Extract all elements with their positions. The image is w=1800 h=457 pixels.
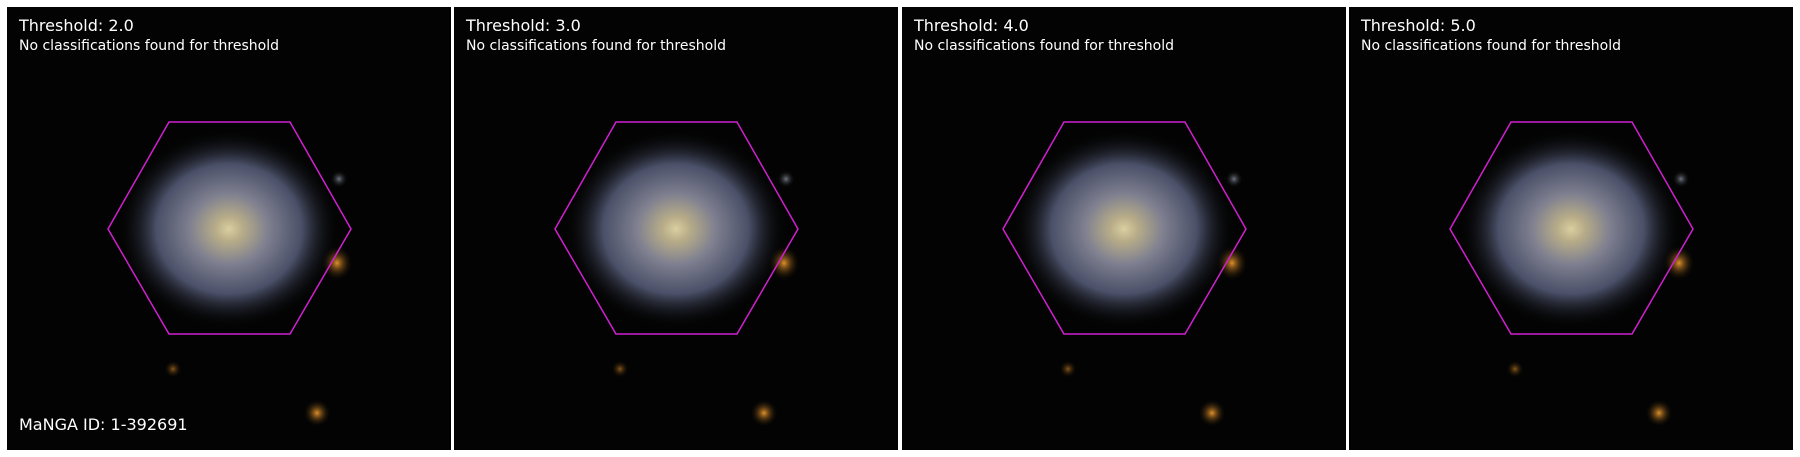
- orange-star: [321, 245, 353, 281]
- galaxy: [1459, 129, 1683, 329]
- threshold-title: Threshold: 4.0: [914, 16, 1029, 35]
- classification-message: No classifications found for threshold: [1361, 38, 1621, 54]
- faint-star: [777, 170, 795, 188]
- image-panel-3: Threshold: 4.0 No classifications found …: [902, 7, 1346, 450]
- classification-message: No classifications found for threshold: [914, 38, 1174, 54]
- galaxy: [1012, 129, 1236, 329]
- orange-star: [303, 399, 331, 427]
- galaxy-image-1: [107, 121, 353, 427]
- faint-star: [1672, 170, 1690, 188]
- classification-message: No classifications found for threshold: [19, 38, 279, 54]
- galaxy: [117, 129, 341, 329]
- galaxy-image-3: [1002, 121, 1248, 427]
- manga-id-label: MaNGA ID: 1-392691: [19, 415, 188, 434]
- hexagon-outline: [1449, 121, 1694, 335]
- faint-star: [611, 360, 629, 378]
- faint-star: [1506, 360, 1524, 378]
- hexagon-outline: [554, 121, 799, 335]
- faint-star: [1059, 360, 1077, 378]
- classification-message: No classifications found for threshold: [466, 38, 726, 54]
- galaxy-image-2: [554, 121, 800, 427]
- orange-star: [1645, 399, 1673, 427]
- orange-star: [1198, 399, 1226, 427]
- threshold-title: Threshold: 2.0: [19, 16, 134, 35]
- hexagon-outline: [1002, 121, 1247, 335]
- galaxy: [564, 129, 788, 329]
- orange-star: [750, 399, 778, 427]
- threshold-title: Threshold: 5.0: [1361, 16, 1476, 35]
- orange-star: [1216, 245, 1248, 281]
- threshold-title: Threshold: 3.0: [466, 16, 581, 35]
- orange-star: [1663, 245, 1695, 281]
- image-panel-2: Threshold: 3.0 No classifications found …: [454, 7, 898, 450]
- faint-star: [1225, 170, 1243, 188]
- image-panel-4: Threshold: 5.0 No classifications found …: [1349, 7, 1793, 450]
- faint-star: [164, 360, 182, 378]
- hexagon-outline: [107, 121, 352, 335]
- faint-star: [330, 170, 348, 188]
- orange-star: [768, 245, 800, 281]
- image-panel-1: Threshold: 2.0 No classifications found …: [7, 7, 451, 450]
- galaxy-image-4: [1449, 121, 1695, 427]
